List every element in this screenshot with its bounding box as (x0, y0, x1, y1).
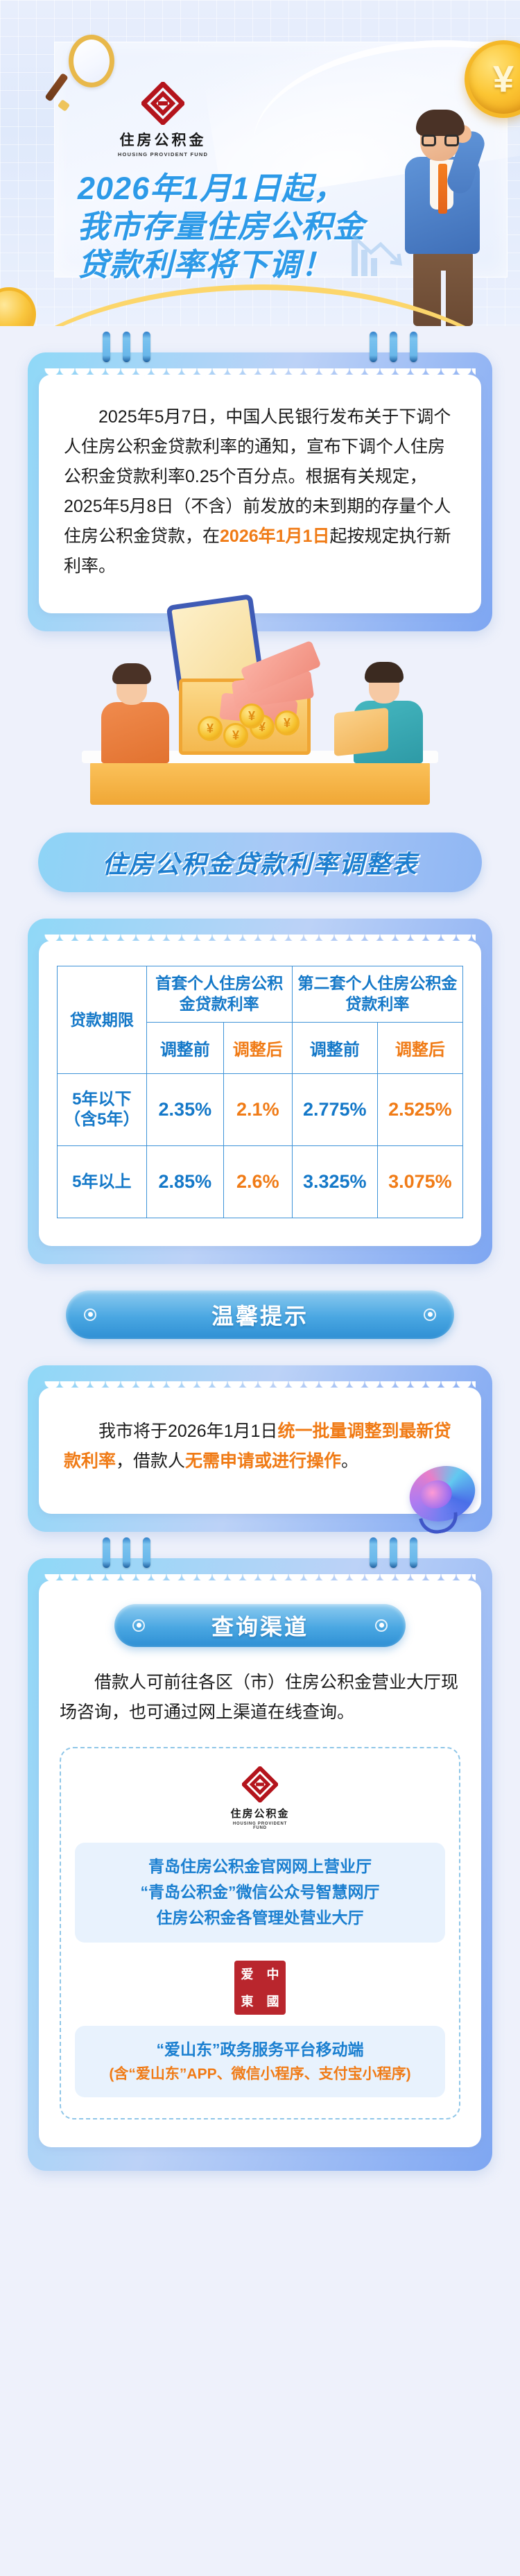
intro-text-before: 2025年5月7日，中国人民银行发布关于下调个人住房公积金贷款利率的通知，宣布下… (64, 407, 451, 546)
table-card: 贷款期限 首套个人住房公积金贷款利率 第二套个人住房公积金贷款利率 调整前 调整… (28, 919, 492, 1264)
table-row: 5年以下 （含5年） 2.35% 2.1% 2.775% 2.525% (57, 1073, 464, 1146)
hero-logo: 住房公积金 HOUSING PROVIDENT FUND (111, 82, 215, 157)
hero-banner: ¥ 住房公积金 HOUSING PROVIDENT FUND 2026年1月1日… (0, 0, 520, 326)
online-channel-item[interactable]: 青岛住房公积金官网网上营业厅 (148, 1857, 372, 1875)
table-paper: 贷款期限 首套个人住房公积金贷款利率 第二套个人住房公积金贷款利率 调整前 调整… (39, 935, 481, 1246)
table-subheader-after-1: 调整后 (223, 1021, 293, 1074)
aishandong-seal-icon: 爱 中 東 國 (234, 1960, 286, 2015)
table-group-header-first: 首套个人住房公积金贷款利率 (146, 966, 293, 1023)
seal-char: 東 (241, 1995, 254, 2009)
tips-seg-5: 。 (341, 1451, 359, 1471)
cell-first-before-r1: 2.35% (146, 1073, 224, 1146)
mobile-channel-title[interactable]: “爱山东”政务服务平台移动端 (156, 2040, 364, 2058)
online-channel-item[interactable]: “青岛公积金”微信公众号智慧网厅 (140, 1883, 380, 1902)
table-section-heading: 住房公积金贷款利率调整表 (38, 833, 482, 892)
intro-section: 2025年5月7日，中国人民银行发布关于下调个人住房公积金贷款利率的通知，宣布下… (0, 332, 520, 631)
coin-symbol: ¥ (492, 58, 514, 100)
tips-heading-pill: 温馨提示 (66, 1290, 454, 1339)
megaphone-icon (390, 1457, 483, 1537)
intro-paragraph: 2025年5月7日，中国人民银行发布关于下调个人住房公积金贷款利率的通知，宣布下… (64, 402, 456, 581)
pill-dot-left-icon (132, 1619, 145, 1632)
provident-fund-logo-icon (241, 1765, 279, 1804)
channels-section: 查询渠道 借款人可前往各区（市）住房公积金营业大厅现场咨询，也可通过网上渠道在线… (0, 1537, 520, 2171)
cell-first-after-r2: 2.6% (223, 1145, 293, 1218)
mobile-channels-box: “爱山东”政务服务平台移动端 (含“爱山东”APP、微信小程序、支付宝小程序) (75, 2025, 445, 2097)
coin-icon: ¥ (465, 40, 520, 118)
tips-paper: 我市将于2026年1月1日统一批量调整到最新贷款利率，借款人无需申请或进行操作。 (39, 1381, 481, 1514)
table-subheader-after-2: 调整后 (376, 1021, 464, 1074)
cell-second-before-r2: 3.325% (291, 1145, 378, 1218)
seal-char: 中 (266, 1968, 279, 1982)
cell-second-before-r1: 2.775% (291, 1073, 378, 1146)
page-title: 2026年1月1日起， 我市存量住房公积金 贷款利率将下调！ (78, 170, 438, 284)
logo-text-cn: 住房公积金 (119, 133, 207, 148)
provident-fund-logo-icon (141, 82, 184, 125)
row-label-over5: 5年以上 (57, 1145, 147, 1218)
title-line-2: 我市存量住房公积金 (78, 208, 365, 244)
seal-char: 爱 (241, 1968, 254, 1982)
tips-seg-1: 我市将于2026年1月1日 (98, 1421, 278, 1441)
cell-first-after-r1: 2.1% (223, 1073, 293, 1146)
table-group-header-second: 第二套个人住房公积金贷款利率 (291, 966, 464, 1023)
curve-decoration (0, 284, 520, 326)
cell-second-after-r1: 2.525% (376, 1073, 464, 1146)
magnifier-icon (44, 35, 123, 112)
channels-intro-paragraph: 借款人可前往各区（市）住房公积金营业大厅现场咨询，也可通过网上渠道在线查询。 (60, 1672, 459, 1722)
table-heading-text: 住房公积金贷款利率调整表 (101, 850, 418, 878)
rates-table: 贷款期限 首套个人住房公积金贷款利率 第二套个人住房公积金贷款利率 调整前 调整… (57, 966, 464, 1218)
pill-dot-left-icon (84, 1308, 96, 1321)
channels-logo: 住房公积金 HOUSING PROVIDENT FUND (227, 1765, 293, 1830)
cell-first-before-r2: 2.85% (146, 1145, 224, 1218)
logo-text-en: HOUSING PROVIDENT FUND (232, 1821, 288, 1830)
row-label-under5: 5年以下 （含5年） (57, 1073, 147, 1146)
channels-dashed-box: 住房公积金 HOUSING PROVIDENT FUND 青岛住房公积金官网网上… (60, 1746, 460, 2119)
mobile-channel-subtitle: (含“爱山东”APP、微信小程序、支付宝小程序) (109, 2065, 411, 2082)
tips-card: 我市将于2026年1月1日统一批量调整到最新贷款利率，借款人无需申请或进行操作。 (28, 1365, 492, 1537)
logo-text-en: HOUSING PROVIDENT FUND (117, 151, 209, 157)
declining-chart-icon (352, 234, 402, 276)
tips-seg-4: 无需申请或进行操作 (185, 1451, 342, 1471)
table-row-header: 贷款期限 (57, 966, 147, 1074)
businessman-illustration (376, 104, 508, 326)
channels-heading-text: 查询渠道 (211, 1614, 309, 1639)
seal-char: 國 (266, 1995, 279, 2009)
channels-card: 查询渠道 借款人可前往各区（市）住房公积金营业大厅现场咨询，也可通过网上渠道在线… (28, 1537, 492, 2171)
channels-heading-pill: 查询渠道 (114, 1603, 406, 1647)
table-section: 贷款期限 首套个人住房公积金贷款利率 第二套个人住房公积金贷款利率 调整前 调整… (0, 919, 520, 1264)
table-subheader-before-1: 调整前 (146, 1021, 224, 1074)
table-row: 5年以上 2.85% 2.6% 3.325% 3.075% (57, 1145, 464, 1218)
online-channels-box: 青岛住房公积金官网网上营业厅 “青岛公积金”微信公众号智慧网厅 住房公积金各管理… (75, 1842, 445, 1943)
pill-dot-right-icon (424, 1308, 436, 1321)
tips-heading-text: 温馨提示 (211, 1303, 309, 1329)
tips-seg-3: ，借款人 (116, 1451, 186, 1471)
cell-second-after-r2: 3.075% (376, 1145, 464, 1218)
tips-seg-2: 统一批量调整到最新贷款利率 (64, 1421, 451, 1471)
channels-paper: 查询渠道 借款人可前往各区（市）住房公积金营业大厅现场咨询，也可通过网上渠道在线… (39, 1573, 481, 2147)
intro-card: 2025年5月7日，中国人民银行发布关于下调个人住房公积金贷款利率的通知，宣布下… (28, 332, 492, 631)
tips-section: 我市将于2026年1月1日统一批量调整到最新贷款利率，借款人无需申请或进行操作。 (0, 1365, 520, 1537)
online-channel-item[interactable]: 住房公积金各管理处营业大厅 (156, 1909, 364, 1927)
intro-text-after: 起按规定执行新利率。 (64, 527, 451, 576)
intro-highlight-date: 2026年1月1日 (220, 527, 330, 546)
table-subheader-before-2: 调整前 (291, 1021, 378, 1074)
title-line-3: 贷款利率将下调！ (78, 246, 333, 282)
money-box-illustration: ¥ ¥ ¥ ¥ ¥ (0, 593, 520, 833)
title-line-1: 2026年1月1日起， (78, 171, 346, 206)
pill-dot-right-icon (375, 1619, 388, 1632)
intro-paper: 2025年5月7日，中国人民银行发布关于下调个人住房公积金贷款利率的通知，宣布下… (39, 368, 481, 613)
logo-text-cn: 住房公积金 (230, 1807, 290, 1820)
tips-paragraph: 我市将于2026年1月1日统一批量调整到最新贷款利率，借款人无需申请或进行操作。 (64, 1417, 456, 1476)
